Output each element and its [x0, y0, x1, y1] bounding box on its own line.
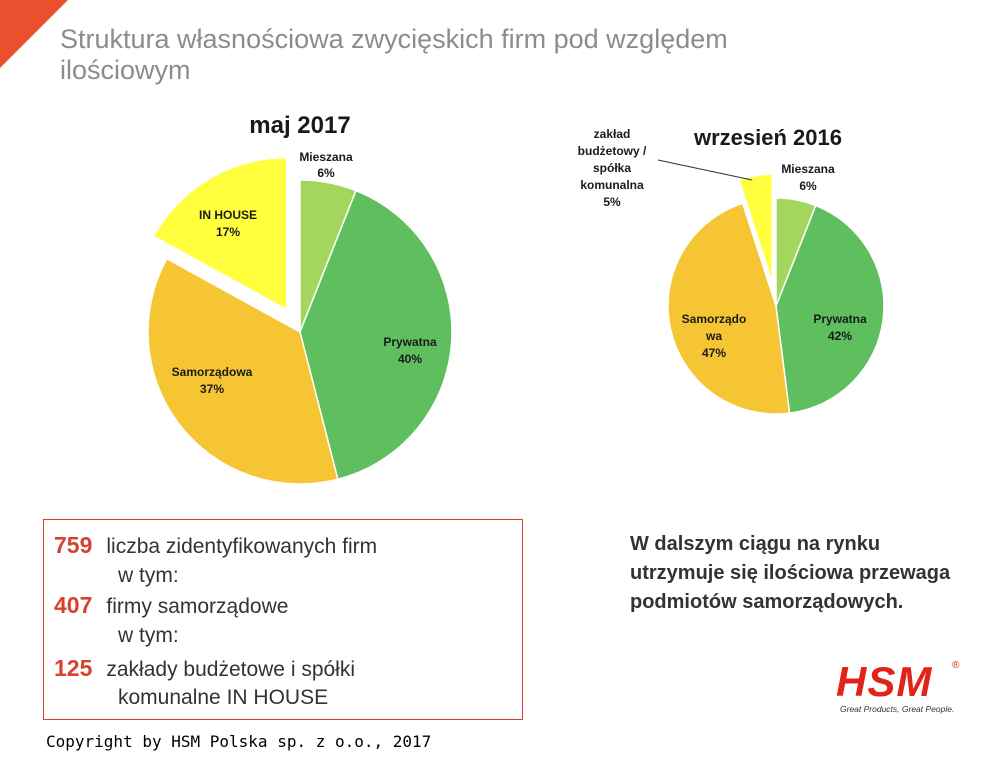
p2sam-line-0: Samorządo	[682, 312, 747, 326]
p2zak-line-2: spółka	[593, 161, 631, 175]
pie1-slice-3	[152, 156, 288, 311]
pie1-value-mieszana: 6%	[317, 166, 335, 180]
stat-row-3-sub: komunalne IN HOUSE	[118, 686, 329, 709]
pie2-value-mieszana: 6%	[799, 179, 817, 193]
pie1-value-prywatna: 40%	[398, 352, 422, 366]
stats-box: 759 liczba zidentyfikowanych firm w tym: …	[43, 519, 523, 720]
stat-row-3-text: zakłady budżetowe i spółki	[106, 658, 356, 681]
stat-row-2-text: firmy samorządowe	[106, 595, 289, 618]
stat-row-1: 759 liczba zidentyfikowanych firm	[54, 532, 377, 559]
pie1-label-samorzadowa: Samorządowa	[172, 365, 253, 379]
pie-chart-may-2017: maj 2017 Mieszana 6% Prywatna 40% Samorz…	[147, 112, 453, 485]
pie1-slices	[147, 156, 453, 485]
stat-row-2: 407 firmy samorządowe	[54, 592, 288, 619]
stat-row-1-sub: w tym:	[118, 564, 179, 587]
logo-tagline: Great Products, Great People.	[840, 704, 955, 714]
pie1-slice-2	[147, 257, 339, 485]
pie1-value-inhouse: 17%	[216, 225, 240, 239]
p2zak-line-1: budżetowy /	[578, 144, 647, 158]
pie2-value-prywatna: 42%	[828, 329, 852, 343]
logo-text: HSM	[836, 658, 933, 705]
pie2-slices	[667, 173, 885, 415]
pie2-label-zaklad: zakład budżetowy / spółka komunalna	[578, 127, 647, 192]
p2zak-line-3: komunalna	[580, 178, 644, 192]
chart-title-sep-2016: wrzesień 2016	[693, 125, 842, 150]
pie2-label-prywatna: Prywatna	[813, 312, 867, 326]
p2sam-line-1: wa	[705, 329, 722, 343]
corner-decoration	[0, 0, 68, 68]
pie1-label-mieszana: Mieszana	[299, 150, 353, 164]
pie2-slice-1	[775, 204, 885, 414]
pie2-value-zaklad: 5%	[603, 195, 621, 209]
chart-title-may-2017: maj 2017	[249, 112, 350, 139]
p2zak-line-0: zakład	[594, 127, 631, 141]
logo-registered-mark: ®	[952, 660, 960, 671]
stat-row-1-number: 759	[54, 532, 93, 558]
pie2-slice-3	[737, 173, 773, 283]
pie1-value-mieszana-num: 6	[317, 166, 324, 180]
pie2-slice-2	[667, 202, 791, 415]
pie1-label-inhouse: IN HOUSE	[199, 208, 257, 222]
stat-row-3-number: 125	[54, 655, 93, 681]
stat-row-2-sub: w tym:	[118, 624, 179, 647]
hsm-logo: HSM ® Great Products, Great People.	[836, 658, 976, 718]
slide-title: Struktura własnościowa zwycięskich firm …	[60, 24, 728, 85]
pie2-label-samorzadowa: Samorządo wa	[682, 312, 747, 343]
pie-chart-sep-2016: wrzesień 2016 Mieszana 6% Prywatna 42% S…	[578, 125, 885, 415]
copyright-text: Copyright by HSM Polska sp. z o.o., 2017	[46, 732, 432, 751]
stat-row-3: 125 zakłady budżetowe i spółki	[54, 655, 355, 682]
pie2-value-samorzadowa: 47%	[702, 346, 726, 360]
pie2-leader-line	[657, 159, 753, 181]
pie1-slice-1	[299, 189, 453, 481]
pie2-label-mieszana: Mieszana	[781, 162, 835, 176]
conclusion-text: W dalszym ciągu na rynku utrzymuje się i…	[630, 533, 951, 613]
pie1-value-samorzadowa: 37%	[200, 382, 224, 396]
stat-row-1-text: liczba zidentyfikowanych firm	[106, 535, 378, 558]
stat-row-2-number: 407	[54, 592, 93, 618]
pie1-label-prywatna: Prywatna	[383, 335, 437, 349]
